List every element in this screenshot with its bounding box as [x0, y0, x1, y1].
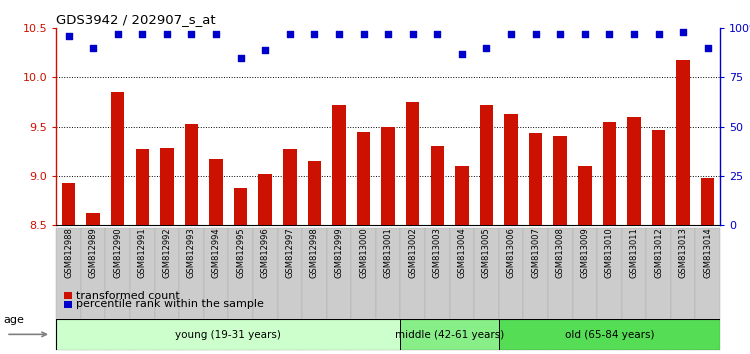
Bar	[381, 126, 395, 225]
Bar	[455, 166, 469, 225]
Point	[210, 32, 222, 37]
Bar	[234, 188, 248, 225]
Point	[677, 29, 689, 35]
Bar	[160, 148, 174, 225]
Point	[358, 32, 370, 37]
Point	[235, 55, 247, 61]
Bar	[554, 136, 567, 225]
Bar	[62, 183, 75, 225]
Bar	[136, 149, 149, 225]
Bar	[430, 146, 444, 225]
Point	[87, 45, 99, 51]
Bar	[111, 92, 125, 225]
Point	[481, 45, 493, 51]
Bar	[602, 122, 616, 225]
Bar	[499, 319, 720, 350]
Point	[505, 32, 517, 37]
Bar	[332, 105, 346, 225]
Bar	[676, 60, 690, 225]
Bar	[480, 105, 494, 225]
Point	[431, 32, 443, 37]
Bar	[400, 319, 499, 350]
Text: young (19-31 years): young (19-31 years)	[176, 330, 281, 339]
Point	[284, 32, 296, 37]
Bar	[529, 133, 542, 225]
Bar	[357, 132, 370, 225]
Point	[456, 51, 468, 57]
Point	[702, 45, 714, 51]
Point	[112, 32, 124, 37]
Point	[579, 32, 591, 37]
Bar	[701, 178, 715, 225]
Text: age: age	[4, 315, 25, 325]
Point	[628, 32, 640, 37]
Bar	[56, 319, 400, 350]
Text: GDS3942 / 202907_s_at: GDS3942 / 202907_s_at	[56, 13, 216, 26]
Point	[136, 32, 148, 37]
Bar	[184, 124, 198, 225]
Bar	[283, 149, 296, 225]
Text: transformed count: transformed count	[76, 291, 179, 301]
Text: old (65-84 years): old (65-84 years)	[565, 330, 654, 339]
Bar	[308, 161, 321, 225]
Point	[185, 32, 197, 37]
Point	[308, 32, 320, 37]
Bar	[259, 174, 272, 225]
Point	[160, 32, 172, 37]
Point	[554, 32, 566, 37]
Point	[333, 32, 345, 37]
Point	[62, 33, 74, 39]
Point	[652, 32, 664, 37]
Text: middle (42-61 years): middle (42-61 years)	[395, 330, 504, 339]
Bar	[209, 159, 223, 225]
Point	[530, 32, 542, 37]
Text: percentile rank within the sample: percentile rank within the sample	[76, 299, 264, 309]
Bar	[578, 166, 592, 225]
Bar	[406, 102, 419, 225]
Point	[382, 32, 394, 37]
Point	[260, 47, 272, 53]
Bar	[652, 130, 665, 225]
Bar	[627, 117, 640, 225]
Point	[603, 32, 615, 37]
Point	[406, 32, 418, 37]
Bar	[86, 213, 100, 225]
Bar	[504, 114, 518, 225]
